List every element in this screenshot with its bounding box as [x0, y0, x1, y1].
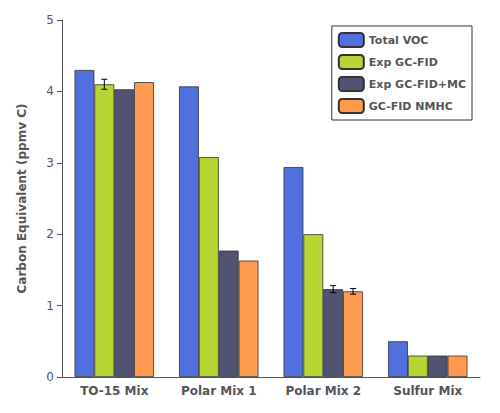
svg-text:4: 4	[46, 84, 54, 98]
svg-text:1: 1	[46, 299, 54, 313]
svg-text:Total VOC: Total VOC	[369, 34, 429, 47]
svg-text:Sulfur Mix: Sulfur Mix	[393, 384, 462, 398]
svg-text:GC-FID NMHC: GC-FID NMHC	[369, 100, 453, 113]
svg-text:2: 2	[46, 227, 54, 241]
svg-text:Exp GC-FID+MC: Exp GC-FID+MC	[369, 78, 466, 91]
svg-text:3: 3	[46, 156, 54, 170]
svg-text:TO-15 Mix: TO-15 Mix	[80, 384, 149, 398]
svg-text:Polar Mix 2: Polar Mix 2	[285, 384, 361, 398]
svg-text:Carbon Equivalent (ppmv C): Carbon Equivalent (ppmv C)	[15, 104, 29, 294]
svg-text:5: 5	[46, 13, 54, 27]
svg-text:0: 0	[46, 370, 54, 384]
svg-text:Exp GC-FID: Exp GC-FID	[369, 56, 438, 69]
svg-text:Polar Mix 1: Polar Mix 1	[181, 384, 257, 398]
